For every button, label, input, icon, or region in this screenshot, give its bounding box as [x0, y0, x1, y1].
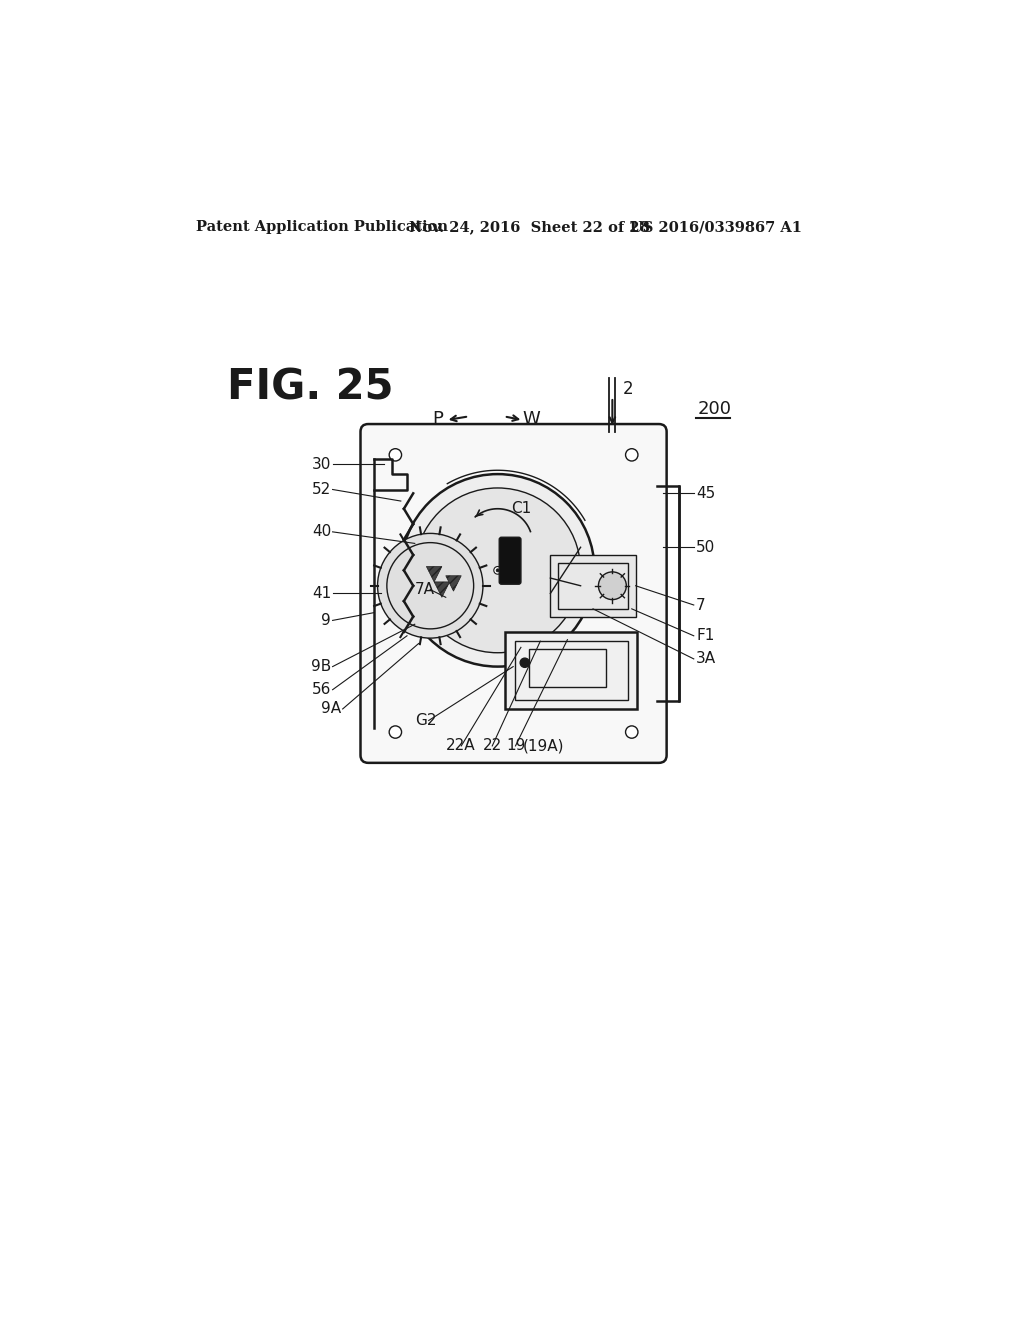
Polygon shape [426, 566, 442, 582]
FancyBboxPatch shape [360, 424, 667, 763]
Circle shape [494, 566, 502, 574]
Text: US 2016/0339867 A1: US 2016/0339867 A1 [630, 220, 802, 234]
Circle shape [496, 569, 500, 572]
Text: 200: 200 [697, 400, 731, 417]
Bar [528, 649, 606, 688]
Text: 9B: 9B [311, 659, 331, 675]
Text: P: P [432, 411, 443, 428]
Text: F1: F1 [696, 628, 715, 643]
Text: C1: C1 [512, 502, 531, 516]
Text: 9: 9 [322, 612, 331, 628]
Circle shape [378, 533, 483, 638]
Circle shape [598, 572, 627, 599]
Circle shape [389, 449, 401, 461]
Text: 22: 22 [483, 738, 502, 754]
Bar [550, 554, 636, 616]
Circle shape [389, 726, 401, 738]
Text: Patent Application Publication: Patent Application Publication [197, 220, 449, 234]
Text: W: W [522, 411, 540, 428]
Bar [558, 562, 628, 609]
Text: 41: 41 [311, 586, 331, 601]
Text: 2: 2 [624, 380, 634, 399]
Text: 56: 56 [311, 682, 331, 697]
Text: 40: 40 [311, 524, 331, 540]
Circle shape [626, 726, 638, 738]
Text: 9A: 9A [321, 701, 341, 717]
Bar [515, 642, 628, 700]
Text: 7A: 7A [415, 582, 435, 597]
Text: Nov. 24, 2016  Sheet 22 of 28: Nov. 24, 2016 Sheet 22 of 28 [409, 220, 649, 234]
Text: 3A: 3A [696, 651, 716, 667]
Circle shape [415, 488, 581, 653]
Text: 50: 50 [696, 540, 716, 554]
Bar [506, 632, 637, 709]
Text: 30: 30 [311, 457, 331, 471]
Circle shape [626, 449, 638, 461]
Polygon shape [434, 582, 450, 598]
Text: (19A): (19A) [523, 738, 565, 754]
Text: 22A: 22A [445, 738, 475, 754]
Text: G2: G2 [415, 713, 436, 729]
Text: 7: 7 [696, 598, 706, 612]
Circle shape [400, 474, 595, 667]
Text: FIG. 25: FIG. 25 [227, 367, 393, 408]
Circle shape [520, 659, 529, 668]
Text: 45: 45 [696, 486, 716, 500]
Polygon shape [445, 576, 461, 591]
FancyBboxPatch shape [500, 537, 521, 585]
Text: 19: 19 [506, 738, 525, 754]
Text: 52: 52 [311, 482, 331, 498]
